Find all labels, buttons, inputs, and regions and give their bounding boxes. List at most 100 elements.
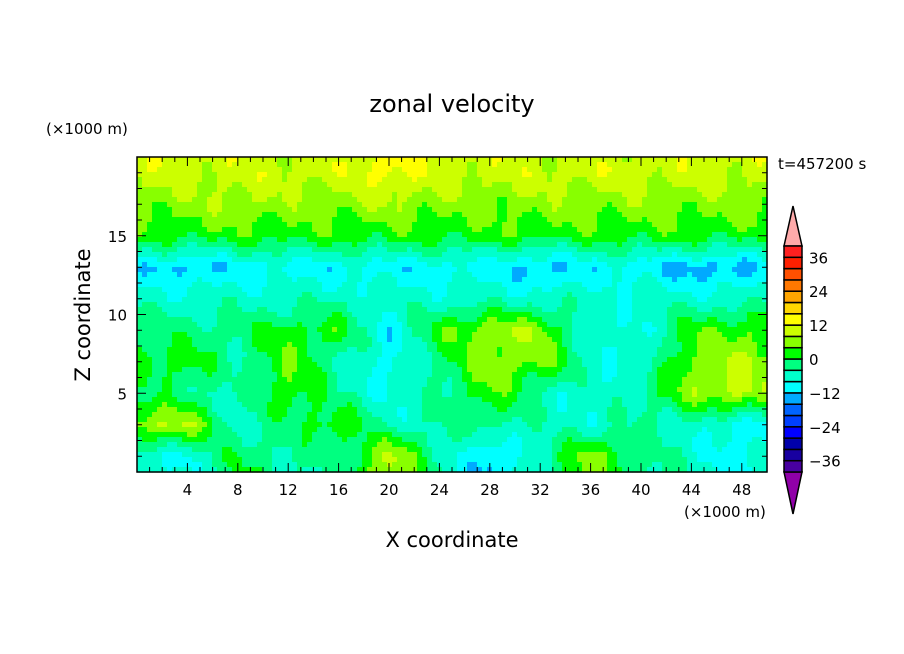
contour-cell bbox=[762, 342, 768, 348]
contour-cell bbox=[417, 237, 423, 243]
contour-cell bbox=[637, 182, 643, 188]
contour-cell bbox=[697, 162, 703, 168]
contour-cell bbox=[157, 252, 163, 258]
contour-cell bbox=[582, 267, 588, 273]
contour-cell bbox=[607, 177, 613, 183]
contour-cell bbox=[582, 327, 588, 333]
contour-cell bbox=[742, 292, 748, 298]
contour-cell bbox=[542, 277, 548, 283]
contour-cell bbox=[737, 297, 743, 303]
contour-cell bbox=[287, 247, 293, 253]
contour-cell bbox=[752, 187, 758, 193]
contour-cell bbox=[687, 332, 693, 338]
contour-cell bbox=[657, 277, 663, 283]
contour-cell bbox=[317, 237, 323, 243]
contour-cell bbox=[567, 172, 573, 178]
contour-cell bbox=[307, 177, 313, 183]
contour-cell bbox=[627, 307, 633, 313]
contour-cell bbox=[577, 222, 583, 228]
contour-cell bbox=[497, 257, 503, 263]
contour-cell bbox=[532, 297, 538, 303]
contour-cell bbox=[577, 292, 583, 298]
contour-cell bbox=[137, 302, 143, 308]
contour-cell bbox=[262, 312, 268, 318]
contour-cell bbox=[297, 337, 303, 343]
contour-cell bbox=[622, 187, 628, 193]
contour-cell bbox=[232, 272, 238, 278]
contour-cell bbox=[222, 197, 228, 203]
contour-cell bbox=[462, 222, 468, 228]
contour-cell bbox=[532, 277, 538, 283]
contour-cell bbox=[272, 232, 278, 238]
contour-cell bbox=[517, 352, 523, 358]
contour-cell bbox=[162, 162, 168, 168]
contour-cell bbox=[617, 252, 623, 258]
contour-cell bbox=[762, 332, 768, 338]
contour-cell bbox=[212, 267, 218, 273]
contour-cell bbox=[177, 247, 183, 253]
contour-cell bbox=[687, 172, 693, 178]
contour-cell bbox=[277, 307, 283, 313]
contour-cell bbox=[452, 187, 458, 193]
contour-cell bbox=[522, 312, 528, 318]
contour-cell bbox=[612, 347, 618, 353]
contour-cell bbox=[142, 307, 148, 313]
contour-cell bbox=[352, 232, 358, 238]
contour-cell bbox=[412, 287, 418, 293]
contour-cell bbox=[722, 292, 728, 298]
contour-cell bbox=[562, 212, 568, 218]
contour-cell bbox=[392, 217, 398, 223]
contour-cell bbox=[432, 342, 438, 348]
contour-cell bbox=[257, 212, 263, 218]
contour-cell bbox=[627, 247, 633, 253]
contour-cell bbox=[302, 182, 308, 188]
contour-cell bbox=[662, 327, 668, 333]
contour-cell bbox=[247, 312, 253, 318]
contour-cell bbox=[477, 322, 483, 328]
contour-cell bbox=[182, 182, 188, 188]
contour-cell bbox=[697, 297, 703, 303]
contour-cell bbox=[567, 287, 573, 293]
contour-cell bbox=[707, 197, 713, 203]
contour-cell bbox=[597, 217, 603, 223]
contour-cell bbox=[632, 297, 638, 303]
contour-cell bbox=[557, 177, 563, 183]
contour-cell bbox=[342, 267, 348, 273]
contour-cell bbox=[187, 167, 193, 173]
contour-cell bbox=[242, 282, 248, 288]
contour-cell bbox=[692, 197, 698, 203]
contour-cell bbox=[522, 267, 528, 273]
contour-cell bbox=[207, 222, 213, 228]
contour-cell bbox=[232, 172, 238, 178]
contour-cell bbox=[487, 292, 493, 298]
contour-cell bbox=[562, 302, 568, 308]
contour-cell bbox=[207, 312, 213, 318]
contour-cell bbox=[382, 257, 388, 263]
contour-cell bbox=[452, 172, 458, 178]
contour-cell bbox=[462, 167, 468, 173]
contour-cell bbox=[587, 222, 593, 228]
contour-cell bbox=[422, 297, 428, 303]
contour-cell bbox=[642, 202, 648, 208]
contour-cell bbox=[447, 272, 453, 278]
contour-cell bbox=[627, 242, 633, 248]
contour-cell bbox=[337, 237, 343, 243]
contour-cell bbox=[272, 237, 278, 243]
contour-cell bbox=[427, 242, 433, 248]
contour-cell bbox=[672, 277, 678, 283]
contour-cell bbox=[552, 287, 558, 293]
contour-cell bbox=[277, 162, 283, 168]
contour-cell bbox=[707, 337, 713, 343]
contour-cell bbox=[607, 222, 613, 228]
contour-cell bbox=[357, 317, 363, 323]
contour-cell bbox=[277, 187, 283, 193]
contour-cell bbox=[707, 267, 713, 273]
contour-cell bbox=[537, 262, 543, 268]
contour-cell bbox=[167, 242, 173, 248]
contour-cell bbox=[547, 307, 553, 313]
contour-cell bbox=[727, 167, 733, 173]
contour-cell bbox=[217, 332, 223, 338]
contour-cell bbox=[717, 282, 723, 288]
contour-cell bbox=[697, 252, 703, 258]
contour-cell bbox=[357, 272, 363, 278]
